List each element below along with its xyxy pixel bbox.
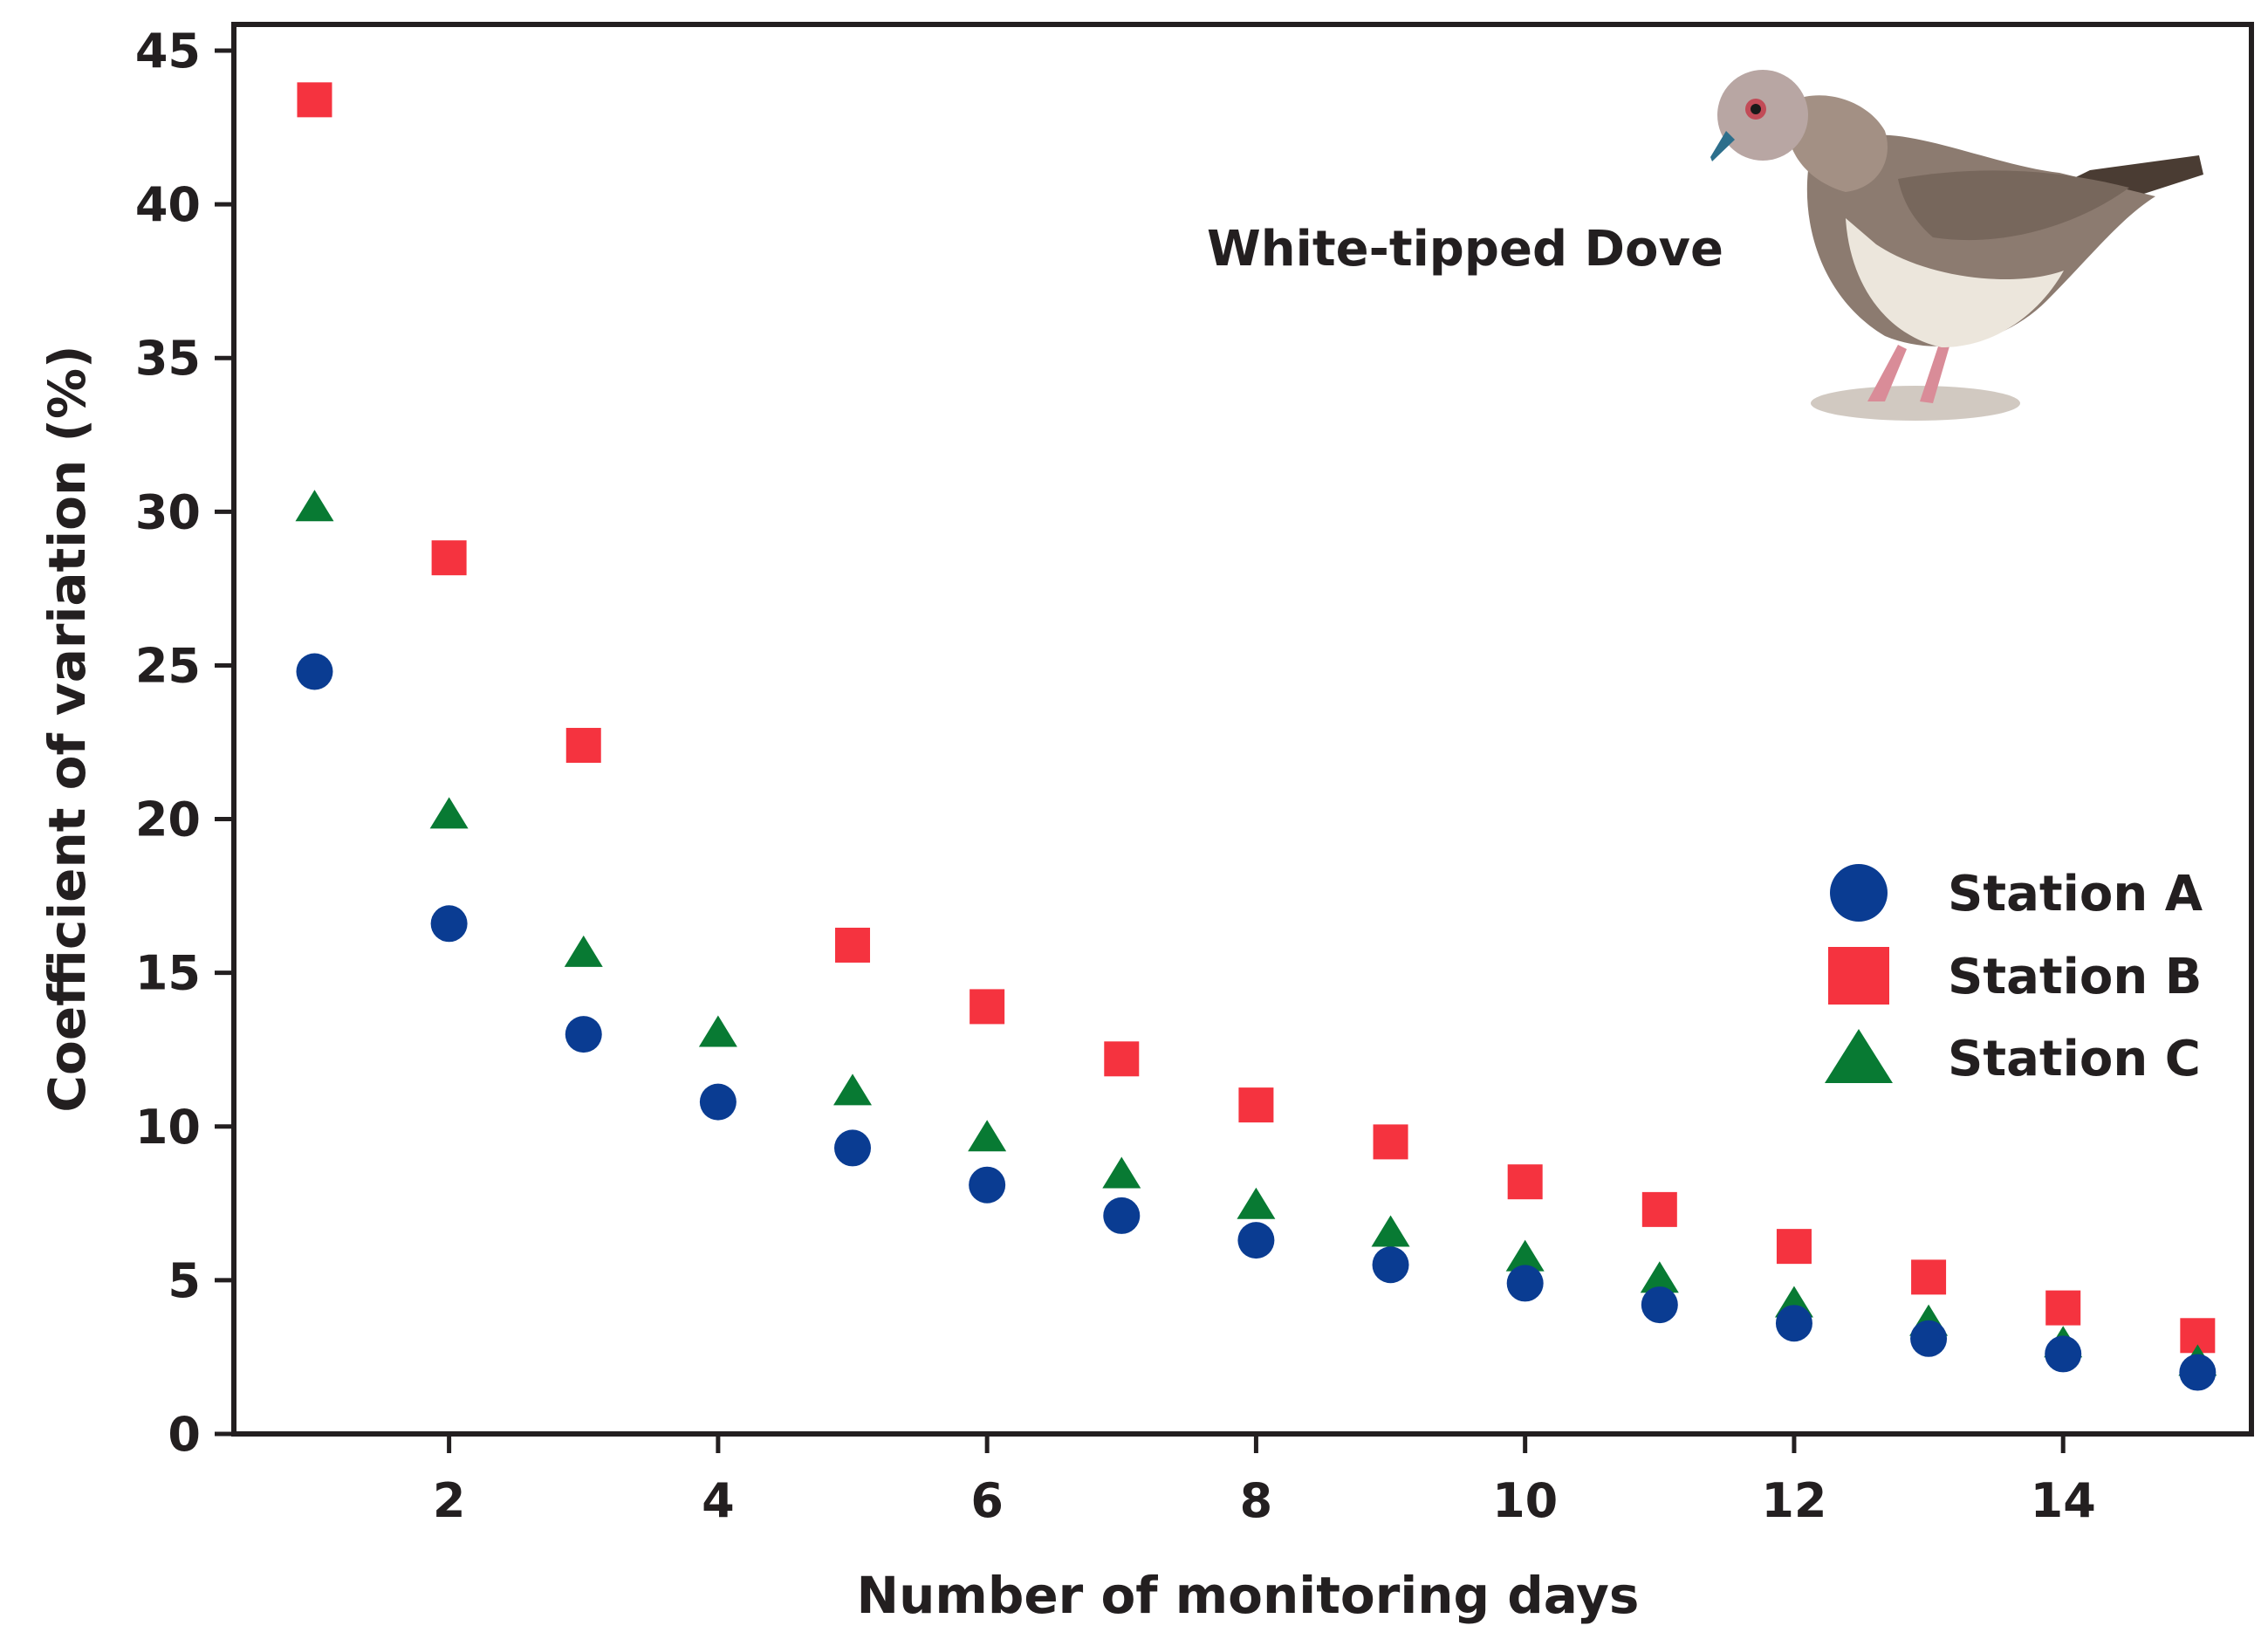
point-station-c-day-2 xyxy=(429,797,469,829)
y-tick-label-40: 40 xyxy=(135,177,201,232)
point-station-a-day-3 xyxy=(565,1016,602,1053)
x-axis-title: Number of monitoring days xyxy=(857,1566,1640,1625)
point-station-a-day-1 xyxy=(296,653,333,690)
point-station-b-day-5 xyxy=(835,927,871,963)
point-station-c-day-3 xyxy=(564,935,603,967)
data-points xyxy=(295,82,2217,1391)
plot-frame xyxy=(231,22,2254,1437)
point-station-b-day-3 xyxy=(565,728,601,764)
point-station-b-day-12 xyxy=(1776,1229,1812,1265)
y-axis-ticks: 0 5 10 15 20 25 30 35 40 45 xyxy=(135,24,234,1462)
x-tick-label-4: 4 xyxy=(702,1473,735,1528)
point-station-a-day-4 xyxy=(699,1083,737,1121)
x-axis-ticks: 2 4 6 8 10 12 14 xyxy=(433,1434,2096,1528)
point-station-c-day-11 xyxy=(1640,1261,1679,1293)
x-tick-label-8: 8 xyxy=(1240,1473,1273,1528)
point-station-b-day-7 xyxy=(1104,1041,1140,1077)
point-station-b-day-13 xyxy=(1911,1259,1947,1295)
y-tick-label-5: 5 xyxy=(168,1253,201,1308)
point-station-a-day-2 xyxy=(430,905,468,943)
point-station-c-day-7 xyxy=(1102,1156,1141,1189)
legend-marker-station-b xyxy=(1828,947,1889,1005)
x-tick-label-6: 6 xyxy=(970,1473,1004,1528)
point-station-c-day-5 xyxy=(833,1073,873,1106)
point-station-a-day-6 xyxy=(969,1166,1006,1204)
x-tick-label-14: 14 xyxy=(2031,1473,2096,1528)
point-station-a-day-10 xyxy=(1506,1265,1544,1302)
point-station-c-day-8 xyxy=(1237,1187,1276,1219)
y-tick-label-45: 45 xyxy=(135,24,201,79)
point-station-b-day-6 xyxy=(970,989,1005,1025)
point-station-b-day-2 xyxy=(431,540,467,576)
y-tick-label-25: 25 xyxy=(135,638,201,693)
point-station-b-day-9 xyxy=(1373,1124,1408,1160)
legend-label-station-b: Station B xyxy=(1948,949,2202,1005)
x-tick-label-10: 10 xyxy=(1492,1473,1558,1528)
legend-label-station-a: Station A xyxy=(1948,866,2203,922)
point-station-b-day-11 xyxy=(1641,1191,1677,1227)
x-tick-label-12: 12 xyxy=(1761,1473,1826,1528)
point-station-c-day-1 xyxy=(295,490,334,522)
point-station-a-day-12 xyxy=(1775,1305,1812,1342)
point-station-a-day-13 xyxy=(1910,1320,1948,1357)
point-station-b-day-14 xyxy=(2045,1290,2081,1326)
point-station-a-day-11 xyxy=(1641,1286,1678,1324)
point-station-c-day-6 xyxy=(968,1120,1007,1152)
x-tick-label-2: 2 xyxy=(433,1473,466,1528)
point-station-a-day-9 xyxy=(1372,1246,1409,1284)
y-axis-title: Coefficient of variation (%) xyxy=(38,345,97,1112)
point-station-a-day-8 xyxy=(1237,1222,1275,1259)
legend-label-station-c: Station C xyxy=(1948,1031,2201,1087)
y-tick-label-20: 20 xyxy=(135,792,201,847)
y-tick-label-15: 15 xyxy=(135,946,201,1001)
point-station-c-day-10 xyxy=(1505,1239,1545,1272)
point-station-a-day-7 xyxy=(1103,1197,1141,1234)
point-station-a-day-15 xyxy=(2179,1354,2217,1391)
point-station-a-day-14 xyxy=(2045,1335,2082,1373)
species-annotation: White-tipped Dove xyxy=(1207,221,1723,278)
point-station-a-day-5 xyxy=(834,1129,872,1167)
y-tick-label-30: 30 xyxy=(135,484,201,539)
legend-marker-station-c xyxy=(1825,1029,1893,1083)
y-tick-label-10: 10 xyxy=(135,1100,201,1155)
legend: Station A Station B Station C xyxy=(1825,864,2203,1087)
dove-illustration xyxy=(1710,70,2203,421)
y-tick-label-35: 35 xyxy=(135,331,201,386)
point-station-b-day-10 xyxy=(1507,1164,1543,1200)
point-station-b-day-1 xyxy=(297,82,332,118)
point-station-c-day-9 xyxy=(1371,1215,1410,1247)
point-station-b-day-8 xyxy=(1238,1087,1274,1123)
legend-marker-station-a xyxy=(1830,864,1888,922)
point-station-c-day-4 xyxy=(698,1015,737,1047)
y-tick-label-0: 0 xyxy=(168,1407,201,1462)
